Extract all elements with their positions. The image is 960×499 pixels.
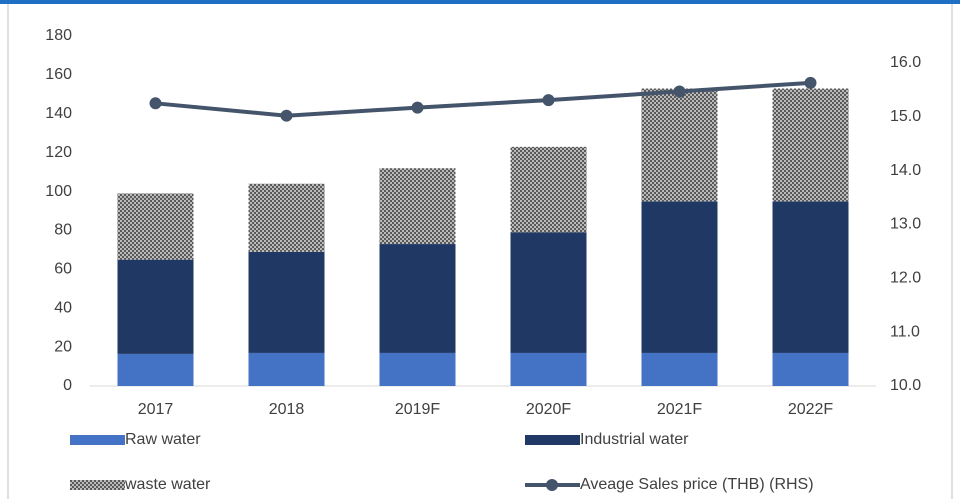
bar-segment — [772, 88, 849, 202]
price-marker — [149, 97, 162, 110]
y2-tick-label: 10.0 — [890, 377, 921, 394]
x-tick-label: 2017 — [138, 401, 174, 418]
legend-marker — [546, 479, 558, 491]
price-marker — [280, 109, 293, 122]
bar-segment — [379, 168, 456, 245]
y2-tick-label: 14.0 — [890, 162, 921, 179]
bar-segment — [379, 352, 456, 386]
bar-segment — [248, 352, 325, 386]
legend-swatch — [70, 480, 125, 490]
bar-segment — [117, 353, 194, 386]
legend-label: Industrial water — [580, 431, 689, 448]
y-tick-label: 120 — [45, 144, 72, 161]
price-marker — [804, 76, 817, 89]
price-marker — [542, 94, 555, 107]
bar-segment — [510, 146, 587, 233]
y-tick-label: 40 — [54, 299, 72, 316]
bar-segment — [248, 251, 325, 353]
top-border — [0, 0, 960, 4]
y-tick-label: 20 — [54, 338, 72, 355]
bar-segment — [772, 352, 849, 386]
y-tick-label: 60 — [54, 261, 72, 278]
y-tick-label: 0 — [63, 377, 72, 394]
y-tick-label: 80 — [54, 222, 72, 239]
legend-label: Aveage Sales price (THB) (RHS) — [580, 476, 814, 493]
bar-segment — [510, 232, 587, 353]
y2-tick-label: 12.0 — [890, 270, 921, 287]
bar-segment — [772, 201, 849, 353]
legend-label: Raw water — [125, 431, 201, 448]
legend-label: waste water — [124, 476, 211, 493]
bar-segment — [641, 201, 718, 353]
y2-tick-label: 15.0 — [890, 108, 921, 125]
y2-tick-label: 16.0 — [890, 54, 921, 71]
x-tick-label: 2020F — [526, 401, 572, 418]
price-line — [155, 80, 811, 118]
y2-tick-label: 11.0 — [890, 323, 920, 340]
bar-segment — [641, 352, 718, 386]
bar-segment — [248, 183, 325, 252]
legend-swatch — [70, 435, 125, 445]
x-tick-label: 2018 — [269, 401, 305, 418]
y-tick-label: 140 — [45, 105, 72, 122]
bar-segment — [510, 352, 587, 386]
x-tick-label: 2022F — [788, 401, 834, 418]
y-tick-label: 160 — [45, 66, 72, 83]
bar-segment — [379, 244, 456, 353]
price-marker — [673, 85, 686, 98]
y2-tick-label: 13.0 — [890, 216, 921, 233]
x-tick-label: 2021F — [657, 401, 703, 418]
x-tick-label: 2019F — [395, 401, 441, 418]
y-tick-label: 100 — [45, 183, 72, 200]
bar-segment — [641, 88, 718, 202]
price-marker — [411, 101, 424, 114]
bar-segment — [117, 259, 194, 354]
y-tick-label: 180 — [45, 27, 72, 44]
legend-swatch — [525, 435, 580, 445]
bar-segment — [117, 193, 194, 260]
